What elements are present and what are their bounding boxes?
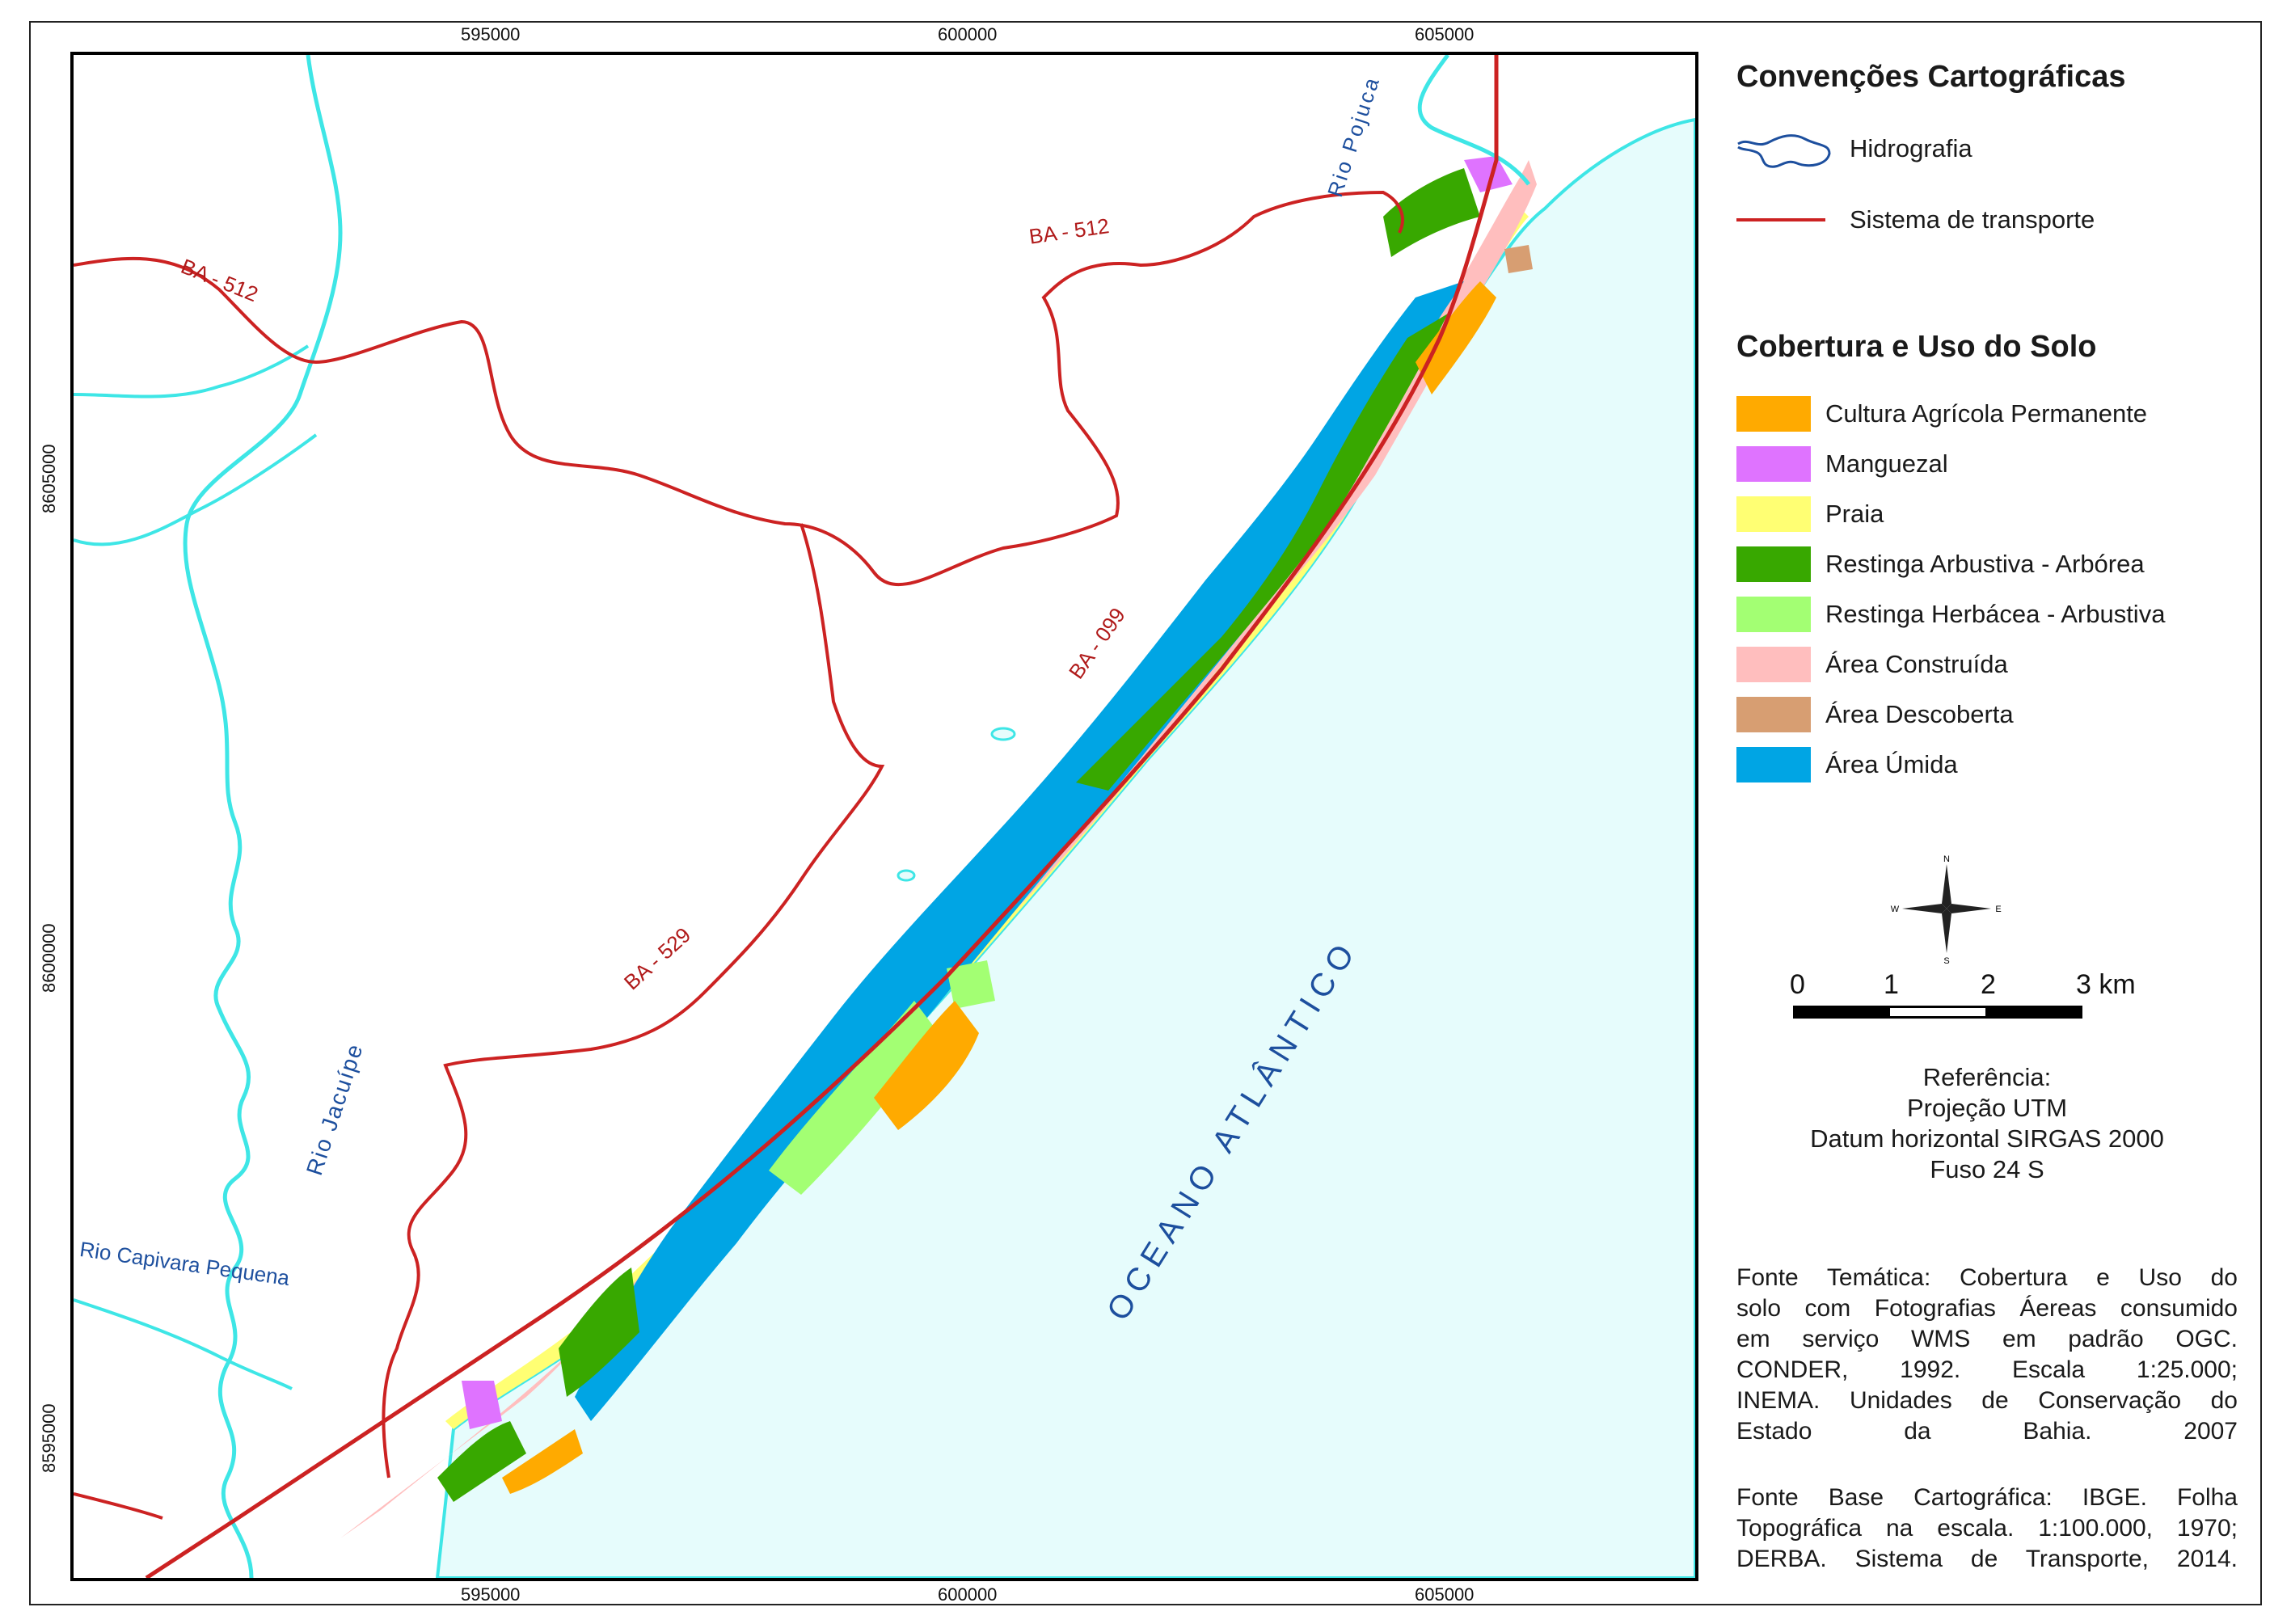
river-pojuca xyxy=(1417,55,1530,186)
landcover-restinga-herbacea-arbustiva xyxy=(769,1001,939,1195)
x-tick-label-top: 600000 xyxy=(938,24,998,44)
conventions-title: Convenções Cartográficas xyxy=(1736,60,2126,94)
scale-label: 3 km xyxy=(2076,969,2136,1000)
river-tributary xyxy=(74,433,318,546)
legend-swatch xyxy=(1736,446,1811,482)
legend-item: Cultura Agrícola Permanente xyxy=(1736,395,2147,432)
river-jacuipe xyxy=(183,55,343,1578)
legend-transport: Sistema de transporte xyxy=(1736,204,2095,236)
legend-label: Manguezal xyxy=(1825,449,1948,478)
legend-label: Sistema de transporte xyxy=(1850,205,2095,234)
legend-item: Restinga Herbácea - Arbustiva xyxy=(1736,596,2165,633)
source-line: solo com Fotografias Áereas consumido xyxy=(1736,1295,2238,1322)
x-tick-label-bottom: 600000 xyxy=(938,1584,998,1605)
lagoon xyxy=(990,727,1016,741)
reference-line: Datum horizontal SIRGAS 2000 xyxy=(1810,1124,2164,1153)
legend-swatch xyxy=(1736,597,1811,632)
source-line: DERBA. Sistema de Transporte, 2014. xyxy=(1736,1546,2238,1572)
y-tick-label-left: 8600000 xyxy=(39,923,59,993)
scale-label: 1 xyxy=(1884,969,1899,1000)
road-ba512 xyxy=(74,190,1404,587)
landcover-restinga-herbacea-arbustiva xyxy=(947,960,995,1009)
legend-item: Manguezal xyxy=(1736,445,1948,483)
road-secondary xyxy=(74,1492,163,1520)
south-letter: S xyxy=(1943,956,1949,965)
map-frame xyxy=(29,21,2262,1605)
y-tick-label-left: 8595000 xyxy=(39,1403,59,1473)
reference-line: Fuso 24 S xyxy=(1930,1155,2044,1183)
source-line: em serviço WMS em padrão OGC. xyxy=(1736,1326,2238,1352)
source-line: Fonte Temática: Cobertura e Uso do xyxy=(1736,1264,2238,1291)
x-tick-label-bottom: 605000 xyxy=(1415,1584,1475,1605)
source-line: Fonte Base Cartográfica: IBGE. Folha xyxy=(1736,1484,2238,1511)
x-tick-label-top: 595000 xyxy=(461,24,521,44)
map-panel[interactable]: BA - 512 BA - 512 BA - 099 BA - 529 Rio … xyxy=(70,52,1698,1581)
landcover-manguezal xyxy=(1464,156,1513,192)
legend-swatch xyxy=(1736,747,1811,782)
legend-item: Restinga Arbustiva - Arbórea xyxy=(1736,546,2145,583)
legend-label: Restinga Arbustiva - Arbórea xyxy=(1825,550,2145,578)
lagoon xyxy=(897,869,916,882)
legend-label: Área Descoberta xyxy=(1825,700,2014,728)
scale-label: 2 xyxy=(1981,969,1996,1000)
reference-block: Referência: Projeção UTM Datum horizonta… xyxy=(1736,1062,2238,1185)
landcover-cultura-agricola xyxy=(874,1001,979,1130)
legend-swatch xyxy=(1736,546,1811,582)
west-letter: W xyxy=(1891,905,1900,914)
east-letter: E xyxy=(1995,905,2001,914)
landcover-area-descoberta xyxy=(1504,245,1533,273)
map-canvas xyxy=(74,55,1695,1578)
reference-line: Projeção UTM xyxy=(1906,1094,2068,1122)
north-arrow-icon: N S E W xyxy=(1891,854,2002,965)
legend-swatch xyxy=(1736,396,1811,432)
legend-label: Área Úmida xyxy=(1825,750,1958,778)
road-ba099 xyxy=(145,55,1499,1578)
road-ba529 xyxy=(382,523,885,1478)
north-letter: N xyxy=(1943,854,1950,864)
river-capivara xyxy=(74,1298,293,1390)
road-line-icon xyxy=(1736,218,1825,221)
source-line: Topográfica na escala. 1:100.000, 1970; xyxy=(1736,1515,2238,1542)
legend-item: Área Úmida xyxy=(1736,746,1958,783)
legend-hydrography: Hidrografia xyxy=(1736,126,1972,171)
legend-item: Área Descoberta xyxy=(1736,696,2014,733)
legend-swatch xyxy=(1736,647,1811,682)
source-line: Estado da Bahia. 2007 xyxy=(1736,1418,2238,1445)
reference-line: Referência: xyxy=(1922,1063,2052,1091)
landcover-title: Cobertura e Uso do Solo xyxy=(1736,330,2097,364)
landcover-restinga-arbustiva-arborea xyxy=(559,1268,639,1397)
legend-label: Cultura Agrícola Permanente xyxy=(1825,399,2148,428)
source-line: INEMA. Unidades de Conservação do xyxy=(1736,1387,2238,1414)
water-body-icon xyxy=(1737,134,1831,168)
landcover-manguezal xyxy=(462,1381,502,1429)
scale-label: 0 xyxy=(1790,969,1805,1000)
legend-item: Praia xyxy=(1736,496,1884,533)
legend-label: Área Construída xyxy=(1825,650,2008,678)
river-tributary xyxy=(74,344,310,399)
source-thematic: Fonte Temática: Cobertura e Uso do solo … xyxy=(1736,1263,2238,1447)
legend-swatch xyxy=(1736,697,1811,732)
landcover-restinga-arbustiva-arborea xyxy=(1383,168,1480,257)
legend-label: Praia xyxy=(1825,500,1884,528)
landcover-restinga-arbustiva-arborea xyxy=(1076,314,1448,791)
landcover-restinga-arbustiva-arborea xyxy=(437,1421,526,1502)
y-tick-label-left: 8605000 xyxy=(39,444,59,513)
legend-label: Hidrografia xyxy=(1850,134,1972,162)
legend-swatch xyxy=(1736,496,1811,532)
landcover-cultura-agricola xyxy=(1416,281,1496,394)
x-tick-label-top: 605000 xyxy=(1415,24,1475,44)
legend-item: Área Construída xyxy=(1736,646,2008,683)
source-line: CONDER, 1992. Escala 1:25.000; xyxy=(1736,1356,2238,1383)
scale-bar xyxy=(1793,1006,2082,1019)
landcover-cultura-agricola xyxy=(502,1429,583,1494)
x-tick-label-bottom: 595000 xyxy=(461,1584,521,1605)
legend-panel: Convenções Cartográficas Hidrografia Sis… xyxy=(1736,52,2238,1588)
legend-label: Restinga Herbácea - Arbustiva xyxy=(1825,600,2166,628)
source-base: Fonte Base Cartográfica: IBGE. Folha Top… xyxy=(1736,1483,2238,1575)
